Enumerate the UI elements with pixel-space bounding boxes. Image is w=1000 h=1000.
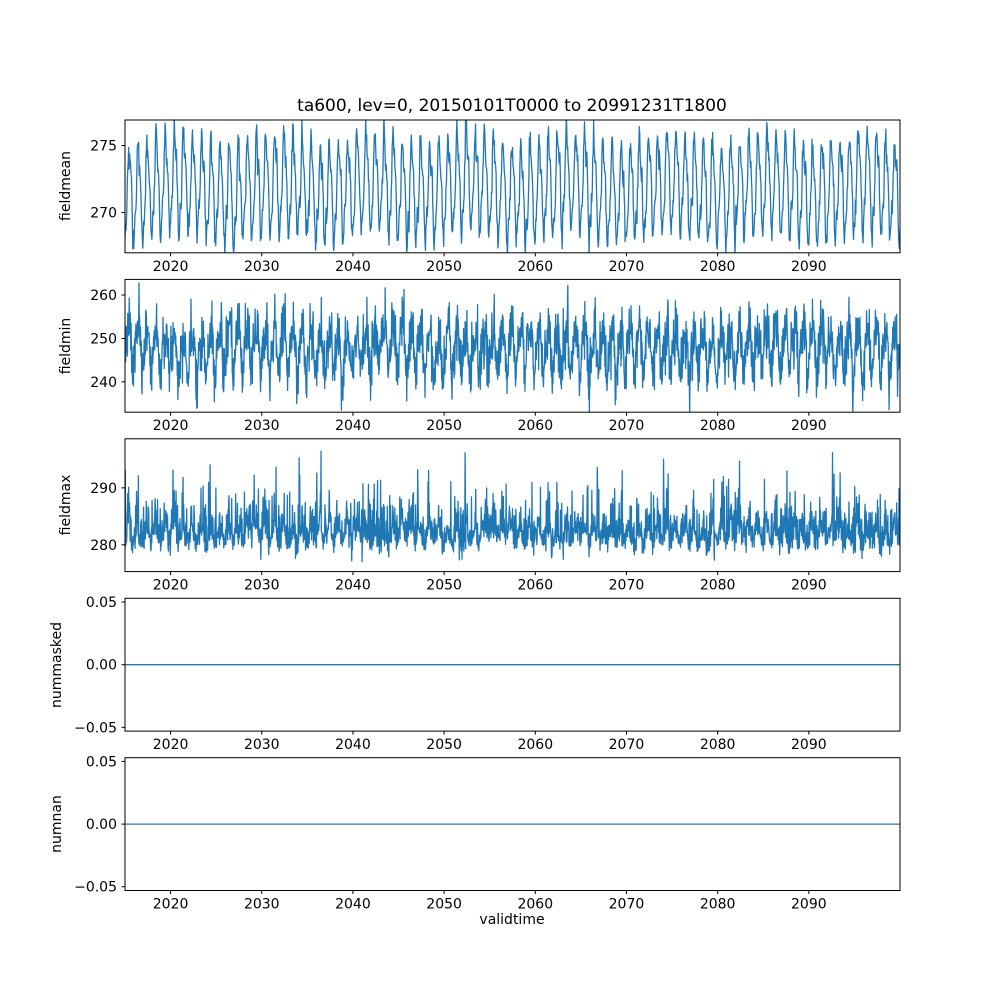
x-tick-label: 2060 xyxy=(517,737,553,753)
y-tick-label: 240 xyxy=(90,375,117,391)
axes-frame-fieldmean xyxy=(124,119,901,254)
x-tick-label: 2070 xyxy=(609,897,645,913)
x-tick-label: 2060 xyxy=(517,418,553,434)
subplot-nummasked: 2020 2030 2040 2050 2060 2070 2080 2090 −0.05 0.0… xyxy=(74,595,901,753)
x-tick-label: 2050 xyxy=(426,418,462,434)
x-tick-label: 2030 xyxy=(244,737,280,753)
x-tick-label: 2070 xyxy=(609,578,645,594)
x-tick-label: 2020 xyxy=(153,897,189,913)
x-tick-label: 2080 xyxy=(700,737,736,753)
series-line-fieldmax xyxy=(125,450,900,563)
y-tick-label: 0.05 xyxy=(86,754,117,770)
y-tick-label: 0.00 xyxy=(86,658,117,674)
x-tick-label: 2020 xyxy=(153,737,189,753)
y-tick-label: 250 xyxy=(90,331,117,347)
axes-frame-fieldmin xyxy=(124,278,901,413)
y-tick-label: 275 xyxy=(90,138,117,154)
x-tick-label: 2040 xyxy=(335,897,371,913)
axes-frame-fieldmax xyxy=(124,438,901,573)
x-tick-label: 2020 xyxy=(153,578,189,594)
y-tick-label: 0.05 xyxy=(86,595,117,611)
x-axis-label: validtime xyxy=(479,912,545,928)
subplot-numnan: 2020 2030 2040 2050 2060 2070 2080 2090 −0.05 0.0… xyxy=(74,754,901,913)
y-tick-label: −0.05 xyxy=(74,880,117,896)
x-tick-label: 2060 xyxy=(517,259,553,275)
x-tick-label: 2050 xyxy=(426,259,462,275)
x-tick-label: 2040 xyxy=(335,259,371,275)
x-tick-label: 2050 xyxy=(426,737,462,753)
subplot-fieldmin: 2020 2030 2040 2050 2060 2070 2080 2090 240 250 26… xyxy=(90,278,901,434)
chart-title: ta600, lev=0, 20150101T0000 to 20991231T… xyxy=(297,96,727,116)
series-line-fieldmin xyxy=(125,282,900,413)
y-tick-label: −0.05 xyxy=(74,720,117,736)
x-tick-label: 2080 xyxy=(700,897,736,913)
subplot-fieldmean: 2020 2030 2040 2050 2060 2070 2080 2090 270 275 xyxy=(90,119,901,275)
x-tick-label: 2030 xyxy=(244,418,280,434)
x-tick-label: 2020 xyxy=(153,259,189,275)
x-tick-label: 2070 xyxy=(609,418,645,434)
x-tick-label: 2030 xyxy=(244,897,280,913)
x-tick-label: 2090 xyxy=(791,259,827,275)
x-tick-label: 2070 xyxy=(609,737,645,753)
x-tick-label: 2050 xyxy=(426,897,462,913)
y-tick-label: 290 xyxy=(90,481,117,497)
subplot-fieldmax: 2020 2030 2040 2050 2060 2070 2080 2090 280 290 xyxy=(90,438,901,594)
x-tick-label: 2090 xyxy=(791,578,827,594)
x-tick-label: 2090 xyxy=(791,737,827,753)
x-tick-label: 2080 xyxy=(700,418,736,434)
x-tick-label: 2050 xyxy=(426,578,462,594)
y-tick-label: 0.00 xyxy=(86,817,117,833)
x-tick-label: 2060 xyxy=(517,578,553,594)
y-tick-label: 280 xyxy=(90,538,117,554)
series-line-fieldmean xyxy=(125,120,900,253)
x-tick-label: 2080 xyxy=(700,259,736,275)
x-tick-label: 2080 xyxy=(700,578,736,594)
x-tick-label: 2040 xyxy=(335,578,371,594)
x-tick-label: 2030 xyxy=(244,578,280,594)
y-tick-label: 260 xyxy=(90,288,117,304)
x-tick-label: 2040 xyxy=(335,418,371,434)
x-tick-label: 2060 xyxy=(517,897,553,913)
x-tick-label: 2040 xyxy=(335,737,371,753)
x-tick-label: 2090 xyxy=(791,897,827,913)
x-tick-label: 2020 xyxy=(153,418,189,434)
x-tick-label: 2030 xyxy=(244,259,280,275)
x-tick-label: 2090 xyxy=(791,418,827,434)
x-tick-label: 2070 xyxy=(609,259,645,275)
y-tick-label: 270 xyxy=(90,206,117,222)
